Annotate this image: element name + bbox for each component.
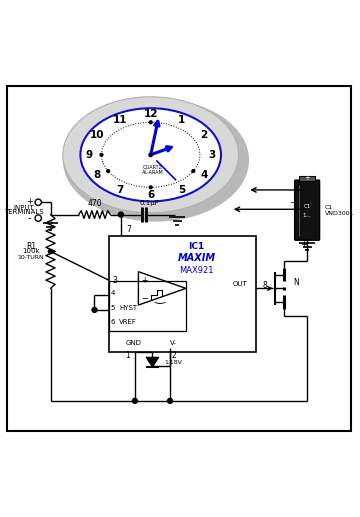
Text: 7: 7 [116, 185, 123, 195]
Text: +: + [300, 240, 307, 249]
Text: OUT: OUT [233, 281, 248, 286]
Text: −: − [289, 197, 297, 207]
Text: INPUT: INPUT [14, 205, 35, 211]
Text: 2: 2 [171, 351, 176, 360]
Circle shape [132, 399, 138, 403]
Text: 6: 6 [110, 319, 115, 325]
Text: -: - [28, 213, 31, 223]
Text: AL-ARAM: AL-ARAM [141, 170, 163, 175]
Text: 5: 5 [178, 185, 185, 195]
Text: MAX921: MAX921 [179, 266, 213, 275]
Text: 7: 7 [126, 225, 131, 234]
Text: +: + [304, 175, 310, 181]
Text: 2: 2 [201, 130, 208, 140]
Bar [108, 281, 186, 330]
Text: MAXIM: MAXIM [177, 253, 216, 263]
Polygon shape [146, 357, 159, 367]
Text: 470: 470 [87, 199, 102, 208]
Circle shape [107, 170, 109, 173]
Ellipse shape [80, 108, 221, 202]
Ellipse shape [63, 99, 249, 222]
FancyBboxPatch shape [294, 180, 320, 240]
Circle shape [118, 212, 123, 217]
Text: −: − [141, 294, 148, 303]
Circle shape [149, 186, 152, 189]
Text: 10-TURN: 10-TURN [18, 254, 45, 260]
Text: R1: R1 [26, 241, 36, 251]
Text: +: + [141, 276, 148, 284]
Text: QUARTZ: QUARTZ [143, 164, 162, 170]
Text: 1...: 1... [303, 213, 311, 218]
Text: 9: 9 [86, 150, 93, 160]
Text: 1.18V: 1.18V [165, 360, 183, 364]
Text: 4: 4 [200, 170, 208, 180]
Text: 11: 11 [113, 115, 127, 125]
Ellipse shape [63, 97, 239, 213]
Text: 8: 8 [94, 170, 101, 180]
Text: IC1: IC1 [188, 242, 204, 251]
Circle shape [92, 308, 97, 312]
Text: 3: 3 [208, 150, 216, 160]
Text: HYST: HYST [119, 305, 137, 311]
Circle shape [100, 154, 103, 156]
Bar [108, 236, 256, 352]
Text: +: + [26, 196, 33, 206]
Text: TERMINALS: TERMINALS [4, 209, 44, 216]
Text: C1: C1 [303, 204, 311, 209]
Text: 1: 1 [126, 351, 130, 360]
Text: 0.1µF: 0.1µF [139, 200, 159, 206]
Text: 100k: 100k [22, 249, 40, 254]
Circle shape [149, 121, 152, 124]
Text: V-: V- [170, 340, 177, 346]
Bar [299, 176, 315, 181]
Text: GND: GND [125, 340, 141, 346]
Text: 10: 10 [90, 130, 105, 140]
Text: 4: 4 [110, 290, 115, 296]
Text: 8: 8 [262, 281, 267, 291]
Text: N: N [293, 278, 299, 287]
Text: 6: 6 [147, 190, 154, 200]
Text: 12: 12 [143, 110, 158, 119]
Text: VREF: VREF [119, 319, 137, 325]
Circle shape [48, 249, 53, 253]
Text: 3: 3 [112, 276, 117, 284]
Text: 5: 5 [110, 305, 115, 311]
Circle shape [168, 399, 172, 403]
Text: C1
VND300L: C1 VND300L [325, 205, 354, 216]
Circle shape [192, 170, 195, 173]
Text: 1: 1 [178, 115, 185, 125]
Circle shape [149, 153, 153, 157]
